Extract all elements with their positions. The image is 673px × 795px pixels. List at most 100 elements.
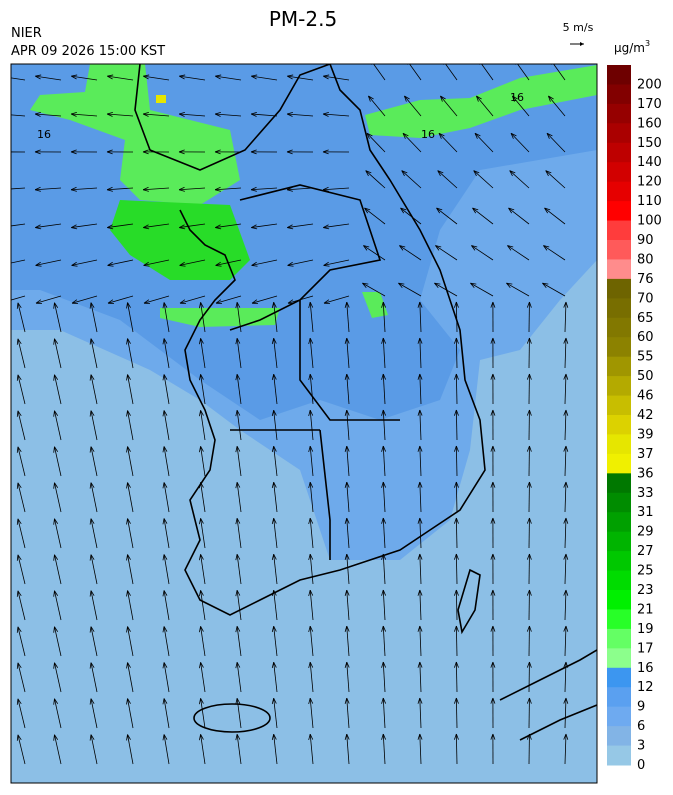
wind-arrow-head xyxy=(510,132,517,139)
wind-arrow xyxy=(90,662,98,693)
wind-arrow xyxy=(346,410,350,441)
wind-arrow xyxy=(382,446,386,477)
wind-arrow-head xyxy=(16,446,22,453)
wind-arrow xyxy=(179,295,206,304)
wind-arrow xyxy=(71,187,98,191)
wind-arrow xyxy=(200,734,206,765)
wind-arrow xyxy=(366,132,386,153)
wind-arrow xyxy=(163,554,170,585)
wind-arrow-head xyxy=(198,734,204,741)
wind-arrow xyxy=(445,64,458,81)
wind-arrow-head xyxy=(381,517,387,524)
wind-arrow-head xyxy=(53,698,59,705)
colorbar-label: 50 xyxy=(637,369,654,384)
wind-arrow xyxy=(409,64,422,81)
wind-arrow-head xyxy=(454,517,459,524)
wind-arrow-head xyxy=(162,338,168,345)
wind-arrow-head xyxy=(417,409,423,416)
wind-arrow-head xyxy=(308,661,314,669)
wind-arrow-head xyxy=(89,734,95,741)
wind-arrow-head xyxy=(89,482,95,489)
wind-arrow-head xyxy=(215,224,222,230)
wind-arrow xyxy=(107,295,134,304)
wind-arrow-head xyxy=(526,733,532,740)
wind-arrow xyxy=(287,113,314,117)
wind-arrow xyxy=(346,626,350,657)
wind-arrow-head xyxy=(250,186,257,192)
wind-arrow-head xyxy=(251,261,258,267)
unit-text: μg/m xyxy=(614,41,645,55)
wind-arrow xyxy=(236,302,242,333)
wind-arrow-head xyxy=(162,518,168,525)
wind-arrow xyxy=(382,338,386,369)
wind-arrow-head xyxy=(126,482,131,489)
wind-arrow xyxy=(200,446,206,477)
wind-arrow-head xyxy=(235,590,241,597)
wind-arrow xyxy=(143,113,170,117)
title: PM-2.5 xyxy=(269,7,337,31)
wind-arrow-head xyxy=(71,261,78,267)
wind-arrow-head xyxy=(179,261,186,267)
wind-arrow-head xyxy=(89,698,95,705)
wind-arrow-head xyxy=(271,374,277,381)
colorbar-label: 200 xyxy=(637,77,662,92)
wind-arrow-head xyxy=(404,95,410,102)
wind-arrow-head xyxy=(563,373,569,380)
wind-arrow xyxy=(510,132,530,153)
wind-arrow xyxy=(71,295,98,304)
wind-arrow xyxy=(127,626,134,657)
wind-arrow xyxy=(200,482,206,513)
wind-arrow-head xyxy=(454,661,459,668)
wind-arrow xyxy=(564,446,567,477)
wind-arrow xyxy=(200,554,206,585)
wind-arrow-head xyxy=(368,95,374,102)
wind-arrow xyxy=(382,302,386,333)
wind-arrow-head xyxy=(70,186,77,192)
wind-arrow xyxy=(399,245,422,261)
wind-arrow xyxy=(346,734,350,765)
colorbar-swatch xyxy=(607,84,631,105)
wind-arrow-head xyxy=(143,74,150,80)
colorbar-label: 46 xyxy=(637,389,654,404)
wind-arrow xyxy=(107,259,134,266)
wind-arrow-head xyxy=(526,301,532,308)
wind-arrow xyxy=(163,482,170,513)
wind-arrow-head xyxy=(287,224,294,230)
wind-arrow xyxy=(127,302,134,333)
contour-label: 16 xyxy=(37,128,51,141)
wind-arrow-head xyxy=(198,410,204,417)
wind-arrow xyxy=(548,95,566,117)
map-frame xyxy=(10,63,598,784)
wind-arrow xyxy=(543,245,566,261)
wind-arrow xyxy=(90,302,98,333)
wind-arrow xyxy=(346,518,350,549)
colorbar-label: 90 xyxy=(637,233,654,248)
wind-arrow-head xyxy=(402,132,409,139)
wind-arrow-head xyxy=(454,697,459,704)
wind-arrow-head xyxy=(71,299,79,305)
wind-arrow xyxy=(127,698,134,729)
wind-arrow-head xyxy=(344,445,350,452)
wind-arrow xyxy=(127,554,134,585)
wind-arrow-head xyxy=(543,245,550,251)
colorbar-label: 150 xyxy=(637,136,662,151)
wind-arrow xyxy=(273,590,278,621)
wind-arrow-head xyxy=(53,734,59,741)
wind-arrow xyxy=(35,295,62,304)
wind-arrow-head xyxy=(476,95,482,102)
wind-arrow-head xyxy=(235,302,241,309)
wind-arrow-head xyxy=(251,224,258,230)
wind-arrow xyxy=(107,187,134,191)
wind-arrow-head xyxy=(323,74,330,80)
wind-arrow xyxy=(382,410,386,441)
colorbar-label: 39 xyxy=(637,427,654,442)
coastline xyxy=(134,64,597,741)
wind-arrow xyxy=(545,170,566,189)
wind-arrow xyxy=(179,113,206,117)
wind-arrow-head xyxy=(143,224,150,230)
wind-arrow xyxy=(517,64,530,81)
wind-arrow-head xyxy=(89,446,95,453)
wind-arrow-head xyxy=(53,410,59,417)
wind-arrow-head xyxy=(0,75,5,79)
wind-arrow xyxy=(309,410,314,441)
